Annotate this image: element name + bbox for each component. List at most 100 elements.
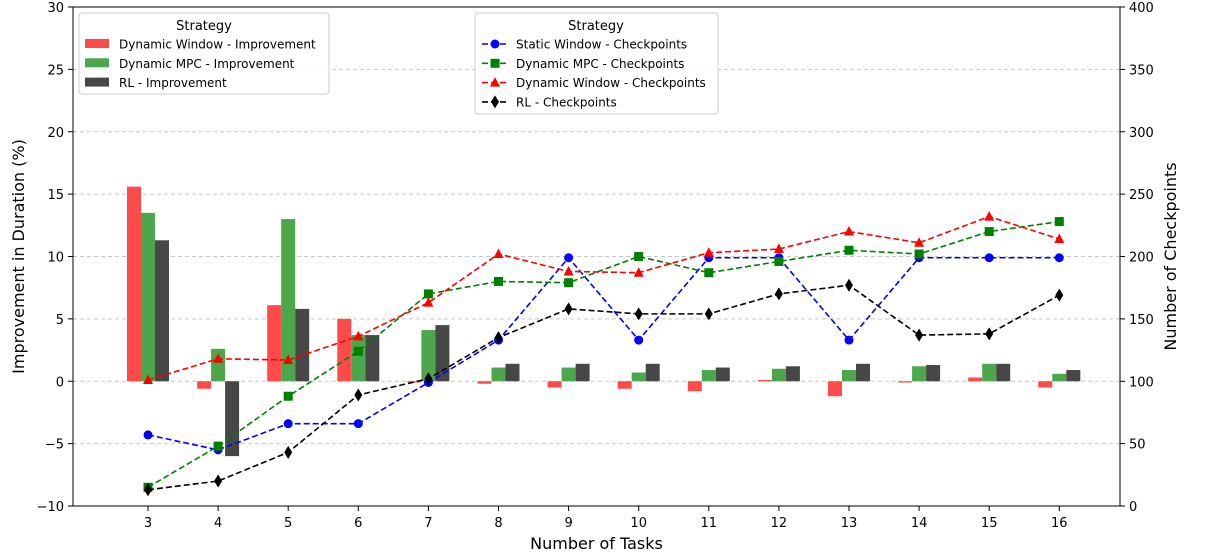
point-marker	[985, 327, 994, 341]
point-marker	[1055, 288, 1064, 302]
point-marker	[634, 335, 644, 345]
axes: −10−505101520253005010015020025030035040…	[37, 1, 1154, 531]
x-tick-label: 16	[1051, 516, 1068, 531]
bar	[631, 372, 646, 382]
point-marker	[564, 278, 574, 288]
bar	[687, 381, 702, 392]
right-y-tick-label: 250	[1129, 188, 1154, 203]
legend-lines: Strategy Static Window - Checkpoints Dyna…	[474, 12, 719, 115]
line-series	[143, 211, 1065, 497]
point-marker	[143, 374, 153, 385]
point-marker	[634, 252, 644, 261]
series-line	[147, 220, 1060, 488]
left-y-tick-label: 30	[47, 1, 64, 16]
bar	[828, 381, 842, 397]
bar	[898, 381, 913, 383]
left-y-tick-label: 25	[47, 63, 64, 78]
right-y-tick-label: 200	[1129, 251, 1154, 266]
x-tick-label: 15	[981, 516, 998, 531]
left-y-tick-label: 20	[47, 126, 64, 141]
point-marker	[490, 58, 500, 68]
left-y-axis-label: Improvement in Duration (%)	[9, 139, 28, 374]
point-marker	[564, 302, 573, 316]
point-marker	[984, 211, 995, 221]
right-y-tick-label: 0	[1129, 500, 1137, 515]
bar	[968, 377, 983, 382]
x-tick-label: 10	[630, 516, 647, 531]
bar	[197, 381, 212, 389]
point-marker	[494, 331, 503, 345]
bar	[477, 381, 492, 384]
bar	[547, 381, 562, 388]
bar	[926, 365, 941, 382]
bar	[715, 367, 730, 382]
point-marker	[283, 354, 294, 365]
legend-label: Dynamic Window - Checkpoints	[516, 76, 706, 90]
left-y-tick-label: −10	[37, 500, 64, 515]
point-marker	[353, 346, 363, 356]
bar	[842, 370, 856, 382]
legend-label: RL - Checkpoints	[516, 95, 617, 109]
point-marker	[845, 278, 853, 292]
bar	[996, 363, 1011, 382]
point-marker	[564, 253, 574, 263]
legend-swatch	[85, 77, 109, 87]
right-y-tick-label: 400	[1129, 1, 1154, 16]
x-axis-label: Number of Tasks	[530, 534, 663, 553]
point-marker	[774, 256, 784, 266]
bar	[351, 335, 366, 382]
bar	[982, 363, 997, 382]
left-y-tick-label: 5	[56, 313, 64, 328]
point-marker	[213, 353, 224, 363]
bar	[281, 219, 296, 382]
x-tick-label: 9	[564, 516, 572, 531]
point-marker	[1054, 233, 1065, 244]
bar	[435, 325, 450, 382]
point-marker	[774, 287, 783, 301]
bar	[295, 308, 310, 382]
legend-label: RL - Improvement	[119, 76, 227, 90]
bar	[1066, 370, 1081, 382]
bar-series	[127, 186, 1081, 457]
bar	[141, 212, 155, 382]
point-marker	[353, 419, 363, 429]
point-marker	[423, 289, 433, 299]
point-marker	[844, 245, 854, 255]
point-marker	[984, 227, 994, 237]
bar	[505, 363, 520, 382]
point-marker	[984, 253, 994, 263]
right-y-tick-label: 50	[1129, 438, 1146, 453]
left-y-tick-label: 10	[47, 251, 64, 266]
bar	[561, 367, 576, 382]
legend-bars: Strategy Dynamic Window - Improvement Dyn…	[78, 12, 330, 95]
point-marker	[704, 268, 714, 278]
point-marker	[213, 441, 223, 451]
bar	[211, 348, 226, 382]
legend-label: Dynamic Window - Improvement	[119, 38, 316, 52]
right-y-tick-label: 150	[1129, 313, 1154, 328]
right-y-tick-label: 100	[1129, 375, 1154, 390]
bar	[267, 305, 282, 382]
bar	[912, 366, 927, 382]
legend-label: Static Window - Checkpoints	[516, 38, 687, 52]
point-marker	[773, 243, 784, 254]
point-marker	[914, 249, 924, 259]
point-marker	[490, 39, 500, 49]
point-marker	[283, 419, 293, 429]
legend-bars-box	[78, 12, 330, 95]
legend-label: Dynamic MPC - Improvement	[119, 57, 295, 71]
legend-lines-box	[474, 12, 719, 115]
x-tick-label: 13	[841, 516, 858, 531]
point-marker	[490, 77, 500, 87]
legend-swatch	[85, 58, 109, 68]
bar	[785, 366, 800, 382]
bar	[645, 363, 660, 382]
point-marker	[284, 445, 293, 459]
right-y-tick-label: 300	[1129, 126, 1154, 141]
point-marker	[143, 430, 153, 440]
x-tick-label: 11	[701, 516, 718, 531]
legend-bars-title: Strategy	[176, 19, 232, 34]
point-marker	[1054, 253, 1064, 263]
point-marker	[703, 247, 714, 257]
x-tick-label: 8	[494, 516, 502, 531]
